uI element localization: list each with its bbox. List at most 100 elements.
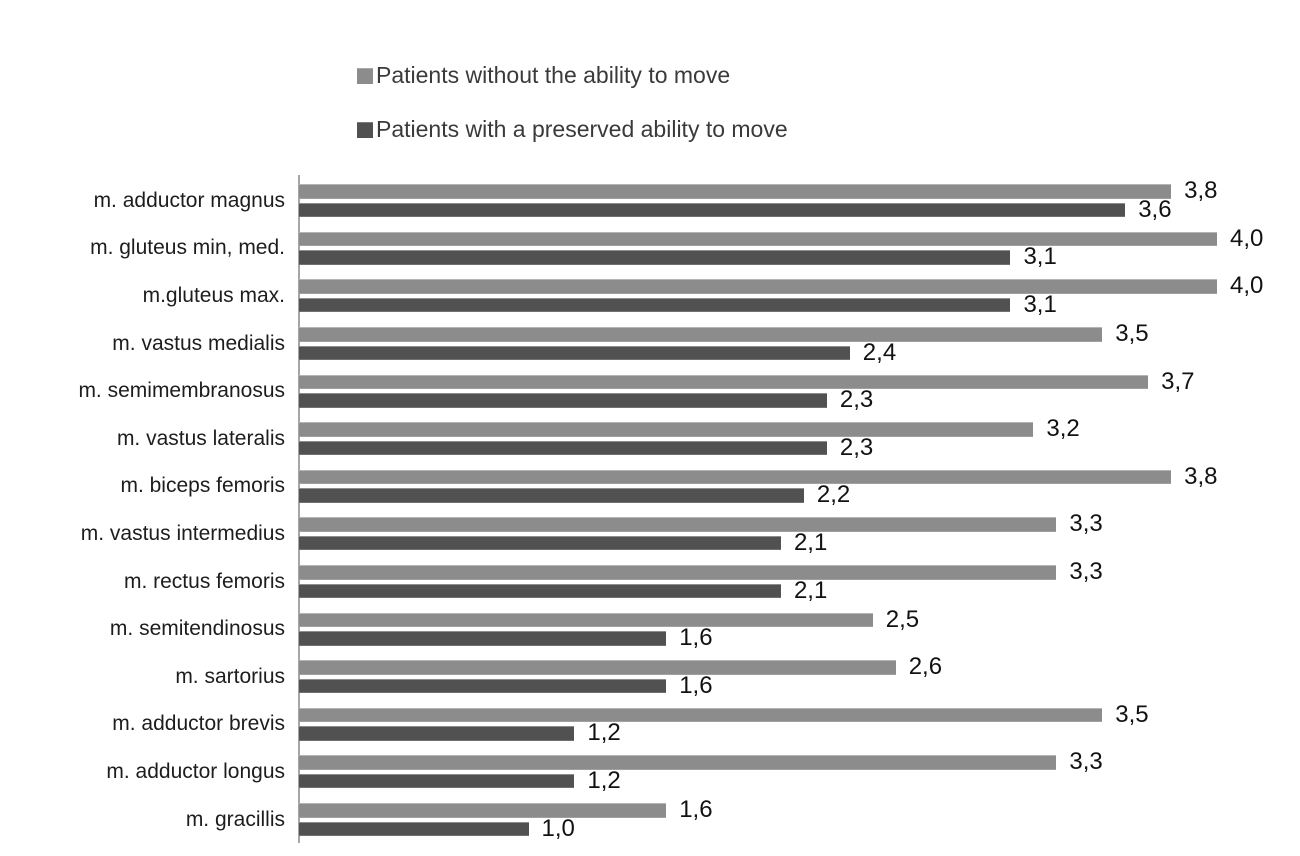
bar-line: 1,2 — [299, 766, 1300, 794]
chart-row: m. semitendinosus 2,5 1,6 — [0, 605, 1300, 653]
bar-group: 1,6 1,0 — [299, 796, 1300, 842]
value-label: 3,8 — [1184, 462, 1218, 490]
bar-without-move — [299, 517, 1057, 532]
bar-line: 3,6 — [299, 195, 1300, 223]
value-label: 1,6 — [679, 796, 713, 824]
bar-line: 2,5 — [299, 608, 1300, 631]
value-label: 3,3 — [1069, 510, 1103, 538]
bar-without-move — [299, 231, 1217, 247]
bar-with-move — [299, 583, 781, 599]
bar-line: 2,6 — [299, 653, 1300, 681]
value-label: 1,2 — [587, 719, 621, 747]
bar-with-move — [299, 631, 667, 646]
value-label: 3,8 — [1184, 177, 1218, 205]
legend-item-without-move: Patients without the ability to move — [357, 60, 788, 91]
bar-with-move — [299, 726, 575, 741]
legend: Patients without the ability to move Pat… — [357, 60, 788, 145]
value-label: 3,6 — [1138, 195, 1172, 223]
category-label: m. vastus intermedius — [80, 521, 285, 545]
bar-line: 3,2 — [299, 417, 1300, 440]
bar-without-move — [299, 707, 1103, 723]
bar-group: 4,0 3,1 — [299, 272, 1300, 316]
value-label: 3,7 — [1161, 367, 1195, 395]
bar-with-move — [299, 773, 575, 789]
bar-without-move — [299, 755, 1057, 770]
bar-line: 2,1 — [299, 528, 1300, 556]
bar-line: 3,5 — [299, 320, 1300, 348]
bar-group: 3,8 3,6 — [299, 177, 1300, 223]
category-label: m. vastus lateralis — [116, 426, 285, 450]
bar-line: 1,0 — [299, 814, 1300, 842]
category-label: m. semimembranosus — [78, 379, 285, 403]
bar-without-move — [299, 660, 896, 675]
bar-line: 2,2 — [299, 483, 1300, 506]
category-label: m. sartorius — [175, 664, 285, 688]
bar-without-move — [299, 565, 1057, 580]
value-label: 2,6 — [908, 653, 943, 681]
bar-line: 1,6 — [299, 624, 1300, 652]
value-label: 2,3 — [839, 386, 874, 414]
category-label: m. gluteus min, med. — [90, 236, 285, 260]
value-label: 3,5 — [1115, 320, 1149, 348]
bar-group: 4,0 3,1 — [299, 224, 1300, 268]
chart-row: m. adductor brevis 3,5 1,2 — [0, 701, 1300, 749]
bar-group: 3,2 2,3 — [299, 417, 1300, 461]
bar-group: 2,5 1,6 — [299, 608, 1300, 652]
bar-with-move — [299, 393, 827, 408]
bar-with-move — [299, 488, 804, 503]
bar-with-move — [299, 440, 827, 456]
bar-group: 3,3 2,1 — [299, 560, 1300, 604]
bar-without-move — [299, 374, 1149, 390]
chart-row: m.gluteus max. 4,0 3,1 — [0, 272, 1300, 320]
bar-line: 3,7 — [299, 367, 1300, 395]
bar-without-move — [299, 422, 1034, 437]
value-label: 3,3 — [1069, 748, 1103, 776]
bar-line: 2,4 — [299, 338, 1300, 366]
bar-with-move — [299, 202, 1126, 218]
category-label: m. gracillis — [185, 807, 285, 831]
value-label: 3,5 — [1115, 700, 1149, 728]
value-label: 4,0 — [1230, 224, 1264, 252]
bar-with-move — [299, 250, 1011, 265]
bar-line: 3,3 — [299, 748, 1300, 776]
category-label: m. semitendinosus — [109, 617, 285, 641]
value-label: 1,6 — [679, 624, 713, 652]
bar-group: 3,5 1,2 — [299, 700, 1300, 747]
value-label: 4,0 — [1230, 272, 1264, 300]
bar-without-move — [299, 612, 873, 628]
bar-line: 2,1 — [299, 576, 1300, 604]
bar-with-move — [299, 821, 529, 837]
value-label: 2,3 — [839, 433, 874, 461]
legend-label-without-move: Patients without the ability to move — [376, 62, 731, 88]
legend-swatch-without-move-icon — [357, 67, 373, 84]
value-label: 2,1 — [793, 528, 828, 556]
bar-with-move — [299, 535, 781, 551]
bar-line: 3,1 — [299, 293, 1300, 316]
bar-line: 3,8 — [299, 177, 1300, 205]
bar-line: 3,1 — [299, 245, 1300, 268]
value-label: 1,6 — [679, 671, 713, 699]
value-label: 1,0 — [541, 814, 575, 842]
bar-line: 1,2 — [299, 719, 1300, 747]
value-label: 1,2 — [587, 766, 621, 794]
rows: m. adductor magnus 3,8 3,6 m. gluteus min, … — [0, 177, 1300, 843]
bar-line: 3,5 — [299, 700, 1300, 728]
value-label: 2,1 — [793, 576, 828, 604]
bar-without-move — [299, 184, 1172, 199]
chart-row: m. biceps femoris 3,8 2,2 — [0, 463, 1300, 511]
category-label: m. adductor longus — [106, 759, 285, 783]
chart-row: m. gluteus min, med. 4,0 3,1 — [0, 225, 1300, 273]
category-label: m. rectus femoris — [123, 569, 285, 593]
bar-group: 3,3 1,2 — [299, 748, 1300, 794]
bar-without-move — [299, 469, 1172, 485]
bar-without-move — [299, 327, 1103, 342]
bar-line: 1,6 — [299, 796, 1300, 824]
chart-row: m. gracillis 1,6 1,0 — [0, 796, 1300, 844]
bar-group: 3,8 2,2 — [299, 462, 1300, 506]
bar-group: 3,7 2,3 — [299, 367, 1300, 414]
bar-line: 3,8 — [299, 462, 1300, 490]
value-label: 2,4 — [862, 338, 897, 366]
chart-row: m. adductor magnus 3,8 3,6 — [0, 177, 1300, 225]
bar-line: 4,0 — [299, 272, 1300, 300]
